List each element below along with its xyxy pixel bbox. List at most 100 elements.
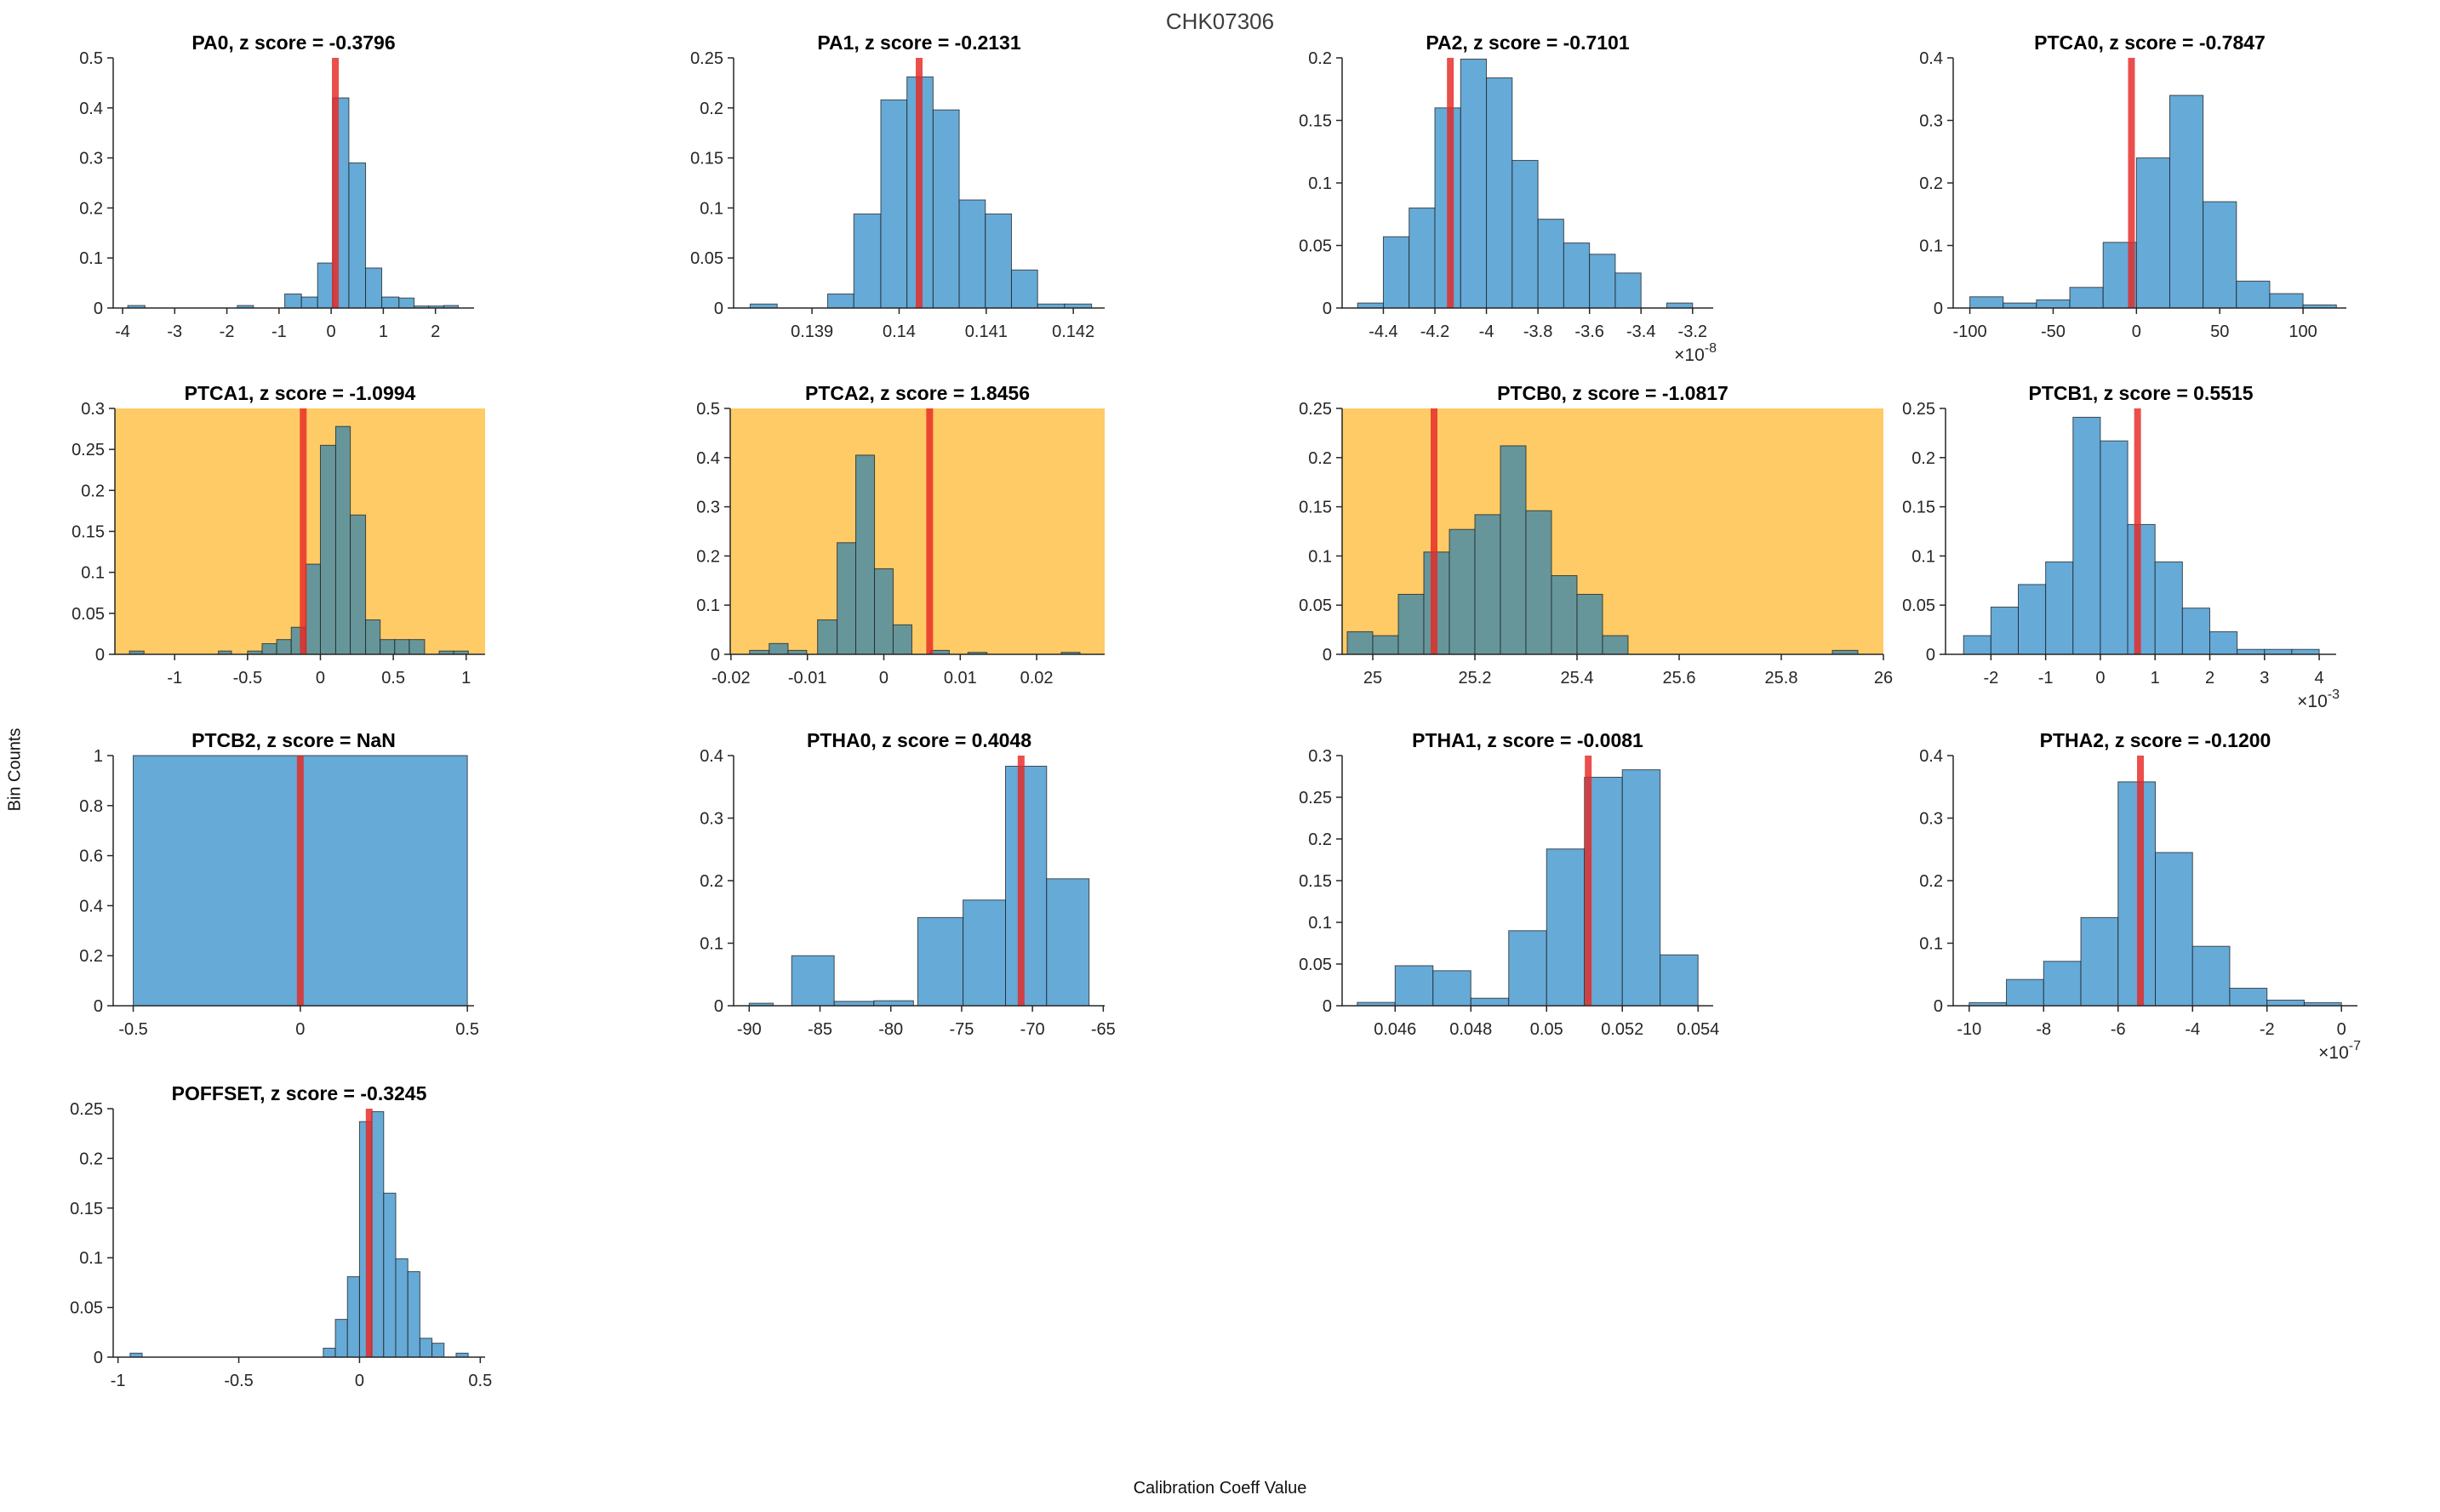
histogram-bar: [2191, 945, 2231, 1007]
histogram-bar: [2266, 999, 2305, 1007]
z-score-line: [1447, 58, 1454, 308]
subplot-PTCB0: 0 0.05 0.1 0.15 0.2 0.25 25 25.2 25.4 25.6 25.8 26 P…: [1299, 382, 1893, 688]
histogram-bar: [1397, 593, 1425, 655]
histogram-bar: [431, 1343, 445, 1358]
y-tick-label: 0: [1323, 646, 1332, 665]
y-tick-label: 0.2: [1308, 830, 1332, 849]
histogram-bar: [817, 619, 838, 655]
y-tick-label: 0.25: [70, 1100, 103, 1119]
x-tick-label: -0.5: [233, 669, 262, 688]
subplot-title: PTCB2, z score = NaN: [191, 729, 396, 751]
y-tick-label: 0.1: [700, 935, 723, 954]
y-tick-label: 0: [1323, 300, 1332, 318]
histogram-bar: [873, 1000, 914, 1007]
y-tick-label: 0.1: [1911, 547, 1935, 566]
y-tick-label: 0.6: [79, 847, 103, 866]
y-tick-label: 0.4: [79, 100, 103, 118]
histogram-bar: [1432, 970, 1471, 1007]
x-tick-label: -10: [1957, 1020, 1981, 1039]
z-score-line: [300, 408, 307, 654]
x-tick-label: -4.2: [1420, 322, 1449, 341]
x-tick-label: 100: [2289, 322, 2317, 341]
histogram-bar: [371, 1111, 385, 1358]
x-tick-label: -6: [2111, 1020, 2126, 1039]
histogram-bar: [1474, 514, 1501, 655]
x-tick-label: 0: [327, 322, 336, 341]
x-tick-label: 0.139: [791, 322, 833, 341]
x-tick-label: -90: [737, 1020, 762, 1039]
histogram-bar: [1005, 765, 1048, 1007]
histogram-bar: [1563, 242, 1591, 309]
histogram-bar: [300, 296, 318, 309]
y-tick-label: 0: [1934, 997, 1943, 1016]
histogram-bar: [1537, 219, 1564, 309]
histogram-bar: [1576, 593, 1603, 655]
x-tick-label: -2: [220, 322, 235, 341]
histogram-bar: [334, 425, 351, 655]
y-tick-label: 0.1: [1919, 237, 1943, 256]
subplot-title: PTHA2, z score = -0.1200: [2040, 729, 2271, 751]
y-tick-label: 0.25: [1902, 400, 1935, 419]
histogram-bar: [2203, 201, 2237, 309]
x-tick-label: 0.5: [468, 1372, 492, 1390]
subplot-title: PTHA1, z score = -0.0081: [1412, 729, 1643, 751]
y-tick-label: 0.3: [1919, 112, 1943, 131]
y-tick-label: 0: [1926, 646, 1935, 665]
x-tick-label: -2: [2260, 1020, 2275, 1039]
histogram-bar: [398, 297, 415, 309]
y-tick-label: 0.5: [79, 49, 103, 68]
x-tick-label: -1: [271, 322, 287, 341]
histogram-bar: [892, 624, 912, 655]
histogram-bar: [2135, 157, 2170, 309]
y-tick-label: 0.1: [1919, 935, 1943, 954]
y-tick-label: 0.25: [71, 441, 105, 459]
y-tick-label: 0.2: [700, 100, 723, 118]
y-tick-label: 0.25: [690, 49, 723, 68]
histogram-bar: [1470, 997, 1510, 1007]
histogram-bar: [1508, 930, 1547, 1007]
y-tick-label: 0.15: [70, 1200, 103, 1218]
y-tick-label: 0.1: [696, 596, 720, 615]
histogram-bar: [1486, 77, 1513, 309]
histogram-bar: [958, 199, 986, 309]
x-tick-label: -3.6: [1574, 322, 1603, 341]
histogram-bar: [1551, 575, 1578, 655]
histogram-bar: [2209, 630, 2238, 655]
y-tick-label: 0.1: [1308, 174, 1332, 193]
histogram-bar: [2269, 293, 2304, 309]
axis-exponent-label: ×10-3: [2297, 688, 2340, 711]
x-tick-label: 25.2: [1459, 669, 1492, 688]
histogram-bar: [2264, 648, 2293, 655]
x-tick-label: -4.4: [1369, 322, 1397, 341]
y-tick-label: 0.3: [81, 400, 105, 419]
x-tick-label: 25.4: [1561, 669, 1594, 688]
x-tick-label: -3: [167, 322, 182, 341]
x-tick-label: -1: [111, 1372, 126, 1390]
y-tick-label: 0.05: [70, 1299, 103, 1318]
x-tick-label: 0.5: [455, 1020, 479, 1039]
y-tick-label: 0.2: [1919, 174, 1943, 193]
histogram-bar: [365, 267, 383, 309]
histogram-bar: [880, 99, 908, 309]
x-tick-label: -50: [2041, 322, 2066, 341]
x-tick-label: 0.052: [1601, 1020, 1643, 1039]
histogram-bar: [2043, 961, 2082, 1007]
histogram-bar: [1382, 236, 1410, 309]
histogram-bar: [323, 1347, 336, 1358]
x-tick-label: -85: [808, 1020, 832, 1039]
y-tick-label: 0.15: [1902, 499, 1935, 517]
histogram-bar: [874, 568, 894, 655]
y-tick-label: 0: [1323, 997, 1332, 1016]
y-tick-label: 0.2: [79, 199, 103, 218]
x-tick-label: 0.02: [1020, 669, 1054, 688]
histogram-bar: [827, 294, 854, 309]
y-tick-label: 0.05: [1299, 237, 1332, 256]
y-tick-label: 0.05: [71, 605, 105, 624]
histogram-bar: [2154, 561, 2183, 655]
x-tick-label: -70: [1020, 1020, 1045, 1039]
histogram-bar: [1511, 160, 1539, 309]
y-tick-label: 0.4: [79, 897, 103, 916]
x-tick-label: 0.14: [883, 322, 916, 341]
x-tick-label: 0.141: [965, 322, 1008, 341]
